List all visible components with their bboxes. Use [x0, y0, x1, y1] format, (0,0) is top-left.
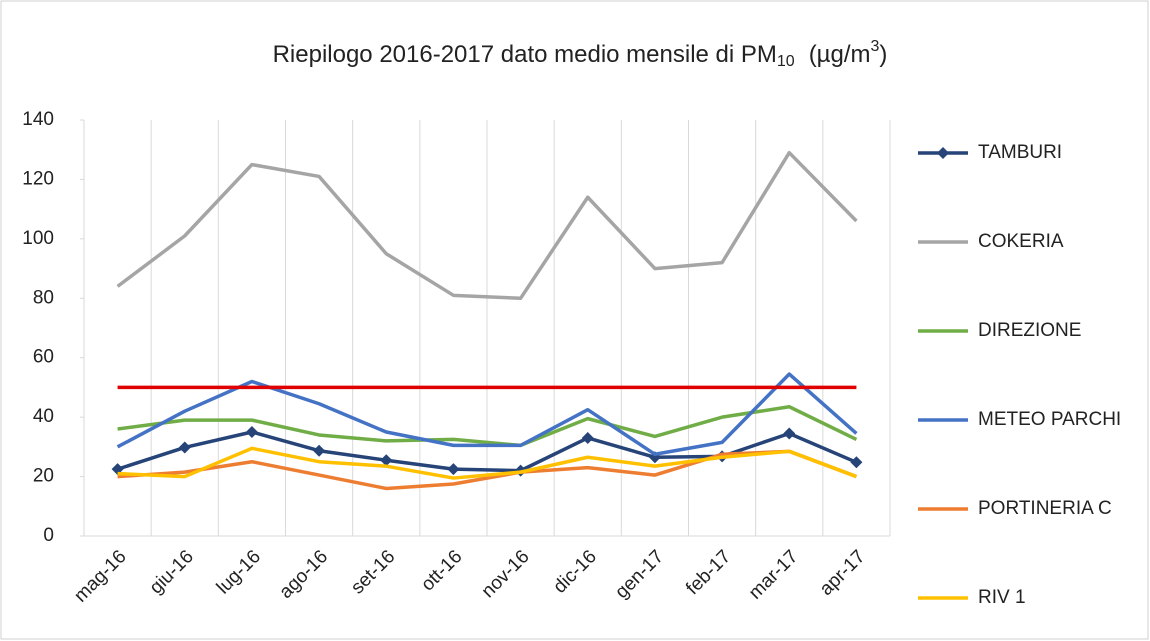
- legend-label: METEO PARCHI: [978, 409, 1121, 430]
- y-tick-label: 60: [33, 347, 54, 368]
- title-unit-end: ): [879, 41, 887, 68]
- y-tick-label: 80: [33, 287, 54, 308]
- data-point: [850, 456, 863, 469]
- data-point: [245, 426, 258, 438]
- data-point: [447, 463, 460, 476]
- series-line: [116, 150, 858, 301]
- y-tick-label: 120: [22, 168, 54, 189]
- legend-label: DIREZIONE: [978, 320, 1081, 341]
- data-point: [783, 427, 796, 440]
- legend-marker: [937, 147, 949, 159]
- series-line: [117, 404, 858, 448]
- title-unit: (µg/m: [809, 41, 871, 68]
- data-point: [581, 431, 594, 444]
- y-tick-label: 100: [22, 228, 54, 249]
- y-tick-label: 20: [33, 466, 54, 487]
- title-text: Riepilogo 2016-2017 dato medio mensile d…: [273, 41, 777, 68]
- data-point: [178, 441, 191, 454]
- legend-label: RIV 1: [978, 587, 1026, 608]
- legend-label: PORTINERIA C: [978, 498, 1112, 519]
- y-tick-label: 40: [33, 406, 54, 427]
- y-tick-label: 0: [43, 525, 54, 546]
- title-subscript: 10: [777, 53, 795, 70]
- legend-label: TAMBURI: [978, 142, 1062, 163]
- series-line: [117, 446, 858, 480]
- series-line: [117, 449, 858, 491]
- legend-label: COKERIA: [978, 231, 1064, 252]
- title-superscript: 3: [871, 38, 880, 55]
- data-point: [313, 444, 326, 457]
- data-point: [380, 454, 393, 467]
- y-tick-label: 140: [22, 109, 54, 130]
- chart-title: Riepilogo 2016-2017 dato medio mensile d…: [273, 38, 888, 70]
